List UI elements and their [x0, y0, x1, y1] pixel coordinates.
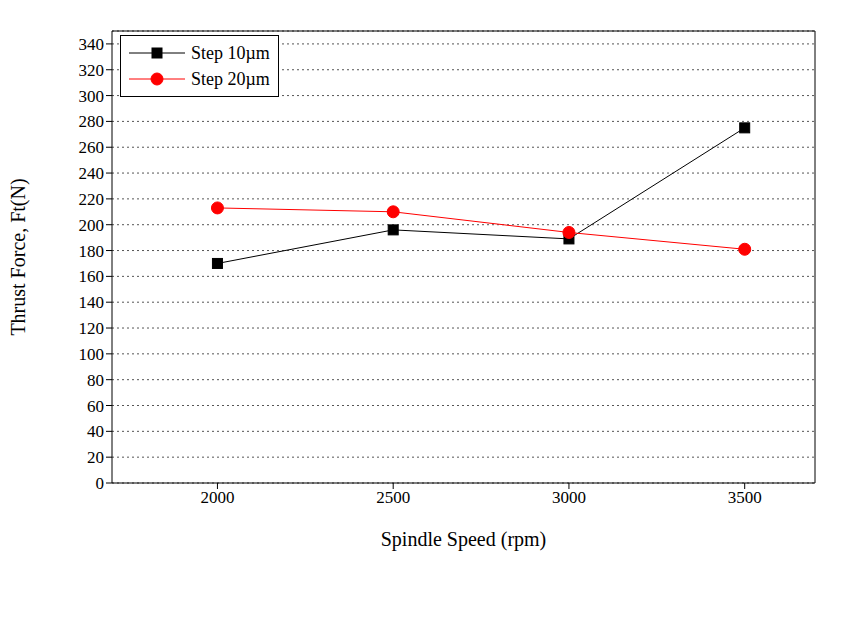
svg-text:200: 200 [79, 216, 105, 235]
svg-text:300: 300 [79, 87, 105, 106]
svg-text:280: 280 [79, 112, 105, 131]
svg-text:140: 140 [79, 293, 105, 312]
svg-text:20: 20 [87, 448, 104, 467]
svg-text:Thrust Force, Ft(N): Thrust Force, Ft(N) [8, 178, 30, 335]
svg-text:180: 180 [79, 242, 105, 261]
svg-text:80: 80 [87, 371, 104, 390]
svg-text:100: 100 [79, 345, 105, 364]
svg-text:2000: 2000 [200, 488, 234, 507]
svg-text:120: 120 [79, 319, 105, 338]
svg-text:240: 240 [79, 164, 105, 183]
svg-text:160: 160 [79, 267, 105, 286]
svg-text:340: 340 [79, 35, 105, 54]
html-text:Step 10µm: Step 10µm [191, 42, 270, 63]
html-text:Step 20µm: Step 20µm [191, 68, 270, 89]
svg-text:3000: 3000 [552, 488, 586, 507]
svg-text:0: 0 [96, 474, 105, 493]
svg-text:Spindle Speed (rpm): Spindle Speed (rpm) [381, 528, 547, 551]
svg-text:60: 60 [87, 397, 104, 416]
svg-text:3500: 3500 [728, 488, 762, 507]
svg-text:320: 320 [79, 61, 105, 80]
svg-text:260: 260 [79, 138, 105, 157]
svg-text:220: 220 [79, 190, 105, 209]
svg-text:2500: 2500 [376, 488, 410, 507]
svg-text:40: 40 [87, 422, 104, 441]
